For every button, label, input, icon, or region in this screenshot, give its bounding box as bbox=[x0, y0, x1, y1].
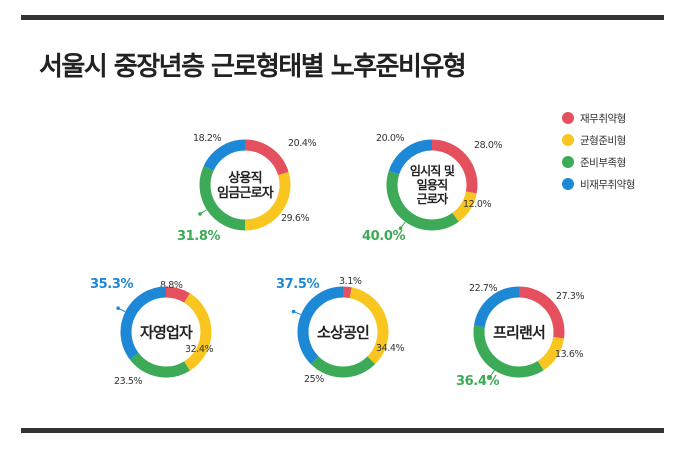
donut-slice-balanced bbox=[349, 287, 389, 365]
slice-value-label: 35.3% bbox=[90, 277, 133, 292]
legend-label: 비재무취약형 bbox=[580, 178, 635, 191]
legend-item-nonfinancial-vulnerable: 비재무취약형 bbox=[562, 173, 635, 195]
slice-value-label: 31.8% bbox=[177, 229, 220, 244]
leader-dot bbox=[198, 212, 202, 216]
slice-value-label: 8.8% bbox=[160, 280, 183, 291]
slice-value-label: 12.0% bbox=[463, 199, 492, 210]
donut-chart: 8.8% 32.4% 23.5% 35.3% 자영업자 bbox=[90, 277, 214, 387]
donut-slice-balanced bbox=[183, 293, 212, 371]
legend-label: 재무취약형 bbox=[580, 112, 626, 125]
donut-slice-financial-vulnerable bbox=[244, 139, 289, 176]
slice-value-label: 29.6% bbox=[281, 213, 310, 224]
slice-value-label: 13.6% bbox=[555, 349, 584, 360]
legend-item-financial-vulnerable: 재무취약형 bbox=[562, 107, 635, 129]
slice-value-label: 40.0% bbox=[362, 229, 405, 244]
bottom-rule bbox=[21, 428, 664, 433]
legend-item-underprepared: 준비부족형 bbox=[562, 151, 635, 173]
slice-value-label: 22.7% bbox=[469, 283, 498, 294]
donut-slice-underprepared bbox=[129, 352, 190, 378]
donut-slice-nonfinancial-vulnerable bbox=[203, 139, 246, 171]
legend-label: 준비부족형 bbox=[580, 156, 626, 169]
donut-slice-underprepared bbox=[310, 356, 376, 378]
donut-chart: 3.1% 34.4% 25% 37.5% 소상공인 bbox=[276, 276, 405, 385]
donut-slice-nonfinancial-vulnerable bbox=[388, 139, 433, 175]
slice-value-label: 32.4% bbox=[185, 344, 214, 355]
legend-swatch bbox=[562, 178, 574, 190]
legend: 재무취약형 균형준비형 준비부족형 비재무취약형 bbox=[562, 107, 635, 195]
donut-slice-nonfinancial-vulnerable bbox=[297, 286, 344, 365]
slice-value-label: 23.5% bbox=[114, 376, 143, 387]
donut-center-label: 자영업자 bbox=[140, 323, 193, 341]
donut-center-label: 근로자 bbox=[417, 191, 448, 206]
donut-center-label: 상용직 bbox=[228, 170, 261, 186]
slice-value-label: 34.4% bbox=[376, 343, 405, 354]
slice-value-label: 27.3% bbox=[556, 291, 585, 302]
chart-title: 서울시 중장년층 근로형태별 노후준비유형 bbox=[39, 52, 467, 82]
slice-value-label: 18.2% bbox=[193, 133, 222, 144]
legend-swatch bbox=[562, 156, 574, 168]
slice-value-label: 37.5% bbox=[276, 277, 319, 292]
leader-dot bbox=[398, 226, 403, 231]
donut-slice-underprepared bbox=[473, 325, 544, 378]
donut-slice-nonfinancial-vulnerable bbox=[120, 286, 167, 360]
leader-dot bbox=[488, 375, 492, 379]
top-rule bbox=[21, 15, 664, 20]
slice-value-label: 25% bbox=[304, 374, 324, 385]
donut-slice-balanced bbox=[452, 191, 477, 222]
slice-value-label: 20.0% bbox=[376, 133, 405, 144]
donut-chart: 27.3% 13.6% 36.4% 22.7% 프리랜서 bbox=[456, 283, 585, 389]
donut-center-label: 일용직 bbox=[417, 177, 448, 192]
slice-value-label: 3.1% bbox=[339, 276, 362, 287]
donut-slice-financial-vulnerable bbox=[165, 286, 190, 303]
legend-label: 균형준비형 bbox=[580, 134, 626, 147]
legend-item-balanced: 균형준비형 bbox=[562, 129, 635, 151]
legend-swatch bbox=[562, 134, 574, 146]
donut-center-label: 소상공인 bbox=[317, 323, 369, 341]
donut-center-label: 프리랜서 bbox=[493, 323, 545, 341]
donut-slice-financial-vulnerable bbox=[342, 286, 352, 299]
donut-slice-underprepared bbox=[199, 166, 246, 231]
donut-center-label: 임금근로자 bbox=[217, 186, 274, 201]
slice-value-label: 36.4% bbox=[456, 374, 499, 389]
donut-slice-underprepared bbox=[386, 170, 459, 231]
donut-center-label: 임시직 및 bbox=[410, 163, 455, 178]
donut-slice-nonfinancial-vulnerable bbox=[473, 286, 520, 328]
slice-value-label: 28.0% bbox=[474, 140, 503, 151]
legend-swatch bbox=[562, 112, 574, 124]
donut-slice-financial-vulnerable bbox=[431, 139, 478, 194]
leader-dot bbox=[291, 309, 296, 314]
donut-slice-financial-vulnerable bbox=[518, 286, 565, 339]
donut-slice-balanced bbox=[537, 336, 565, 371]
donut-slice-balanced bbox=[244, 172, 291, 231]
leader-dot bbox=[116, 306, 120, 310]
slice-value-label: 20.4% bbox=[288, 138, 317, 149]
